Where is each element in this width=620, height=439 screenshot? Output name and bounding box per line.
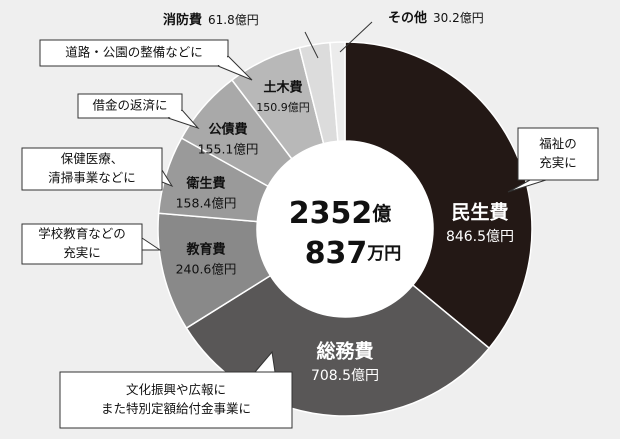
callout-tail (253, 350, 276, 373)
slice-name: 衛生費 (185, 176, 225, 192)
slice-name: 公債費 (208, 122, 247, 138)
slice-name: 民生費 (451, 201, 508, 224)
callout-text: 学校教育などの (38, 226, 126, 241)
callout-text: 福祉の (539, 136, 577, 151)
slice-value: 61.8億円 (208, 13, 259, 27)
callout-tail (141, 237, 162, 251)
callout-cover (23, 225, 141, 263)
leader-line (339, 21, 373, 53)
callout-text: 借金の返済に (92, 98, 167, 113)
slice-value: 240.6億円 (176, 262, 237, 277)
callout-tail (507, 179, 547, 193)
slice-name: その他 (388, 10, 427, 26)
leader-line (304, 31, 319, 59)
total-number: 2352 (289, 196, 373, 231)
slice-value: 155.1億円 (198, 142, 259, 157)
slice-value: 150.9億円 (256, 101, 310, 114)
slice-value: 846.5億円 (446, 229, 514, 245)
callout-cover (79, 95, 181, 117)
slice-label: その他 30.2億円 (388, 10, 484, 26)
callout-text: 清掃事業などに (48, 170, 136, 185)
center-total: 2352億 (289, 196, 392, 231)
callout-text: 文化振興や広報に (126, 382, 226, 397)
slice-value: 158.4億円 (176, 196, 237, 211)
callout-tail (161, 168, 174, 188)
callout-text: 保健医療、 (61, 151, 124, 166)
total-number: 837 (305, 236, 368, 271)
slice-value: 30.2億円 (433, 11, 484, 25)
center-hole (257, 141, 433, 317)
callout-text: 充実に (539, 155, 577, 170)
slice-value: 708.5億円 (311, 368, 379, 384)
slice-name: 消防費 (163, 12, 202, 28)
slice-name: 土木費 (263, 80, 302, 96)
slice-name: 総務費 (316, 340, 373, 363)
slice-label: 消防費 61.8億円 (163, 12, 259, 28)
callout-cover (23, 149, 161, 189)
callout-cover (41, 41, 227, 65)
callout-cover (61, 373, 291, 427)
slice-name: 教育費 (185, 242, 225, 258)
center-total: 837万円 (305, 236, 402, 271)
callout-text: 充実に (63, 245, 101, 260)
total-unit: 万円 (366, 244, 401, 264)
callout-text: また特別定額給付金事業に (101, 401, 251, 416)
callout-text: 道路・公園の整備などに (65, 45, 203, 60)
total-unit: 億 (372, 202, 391, 225)
callout-cover (519, 129, 597, 179)
